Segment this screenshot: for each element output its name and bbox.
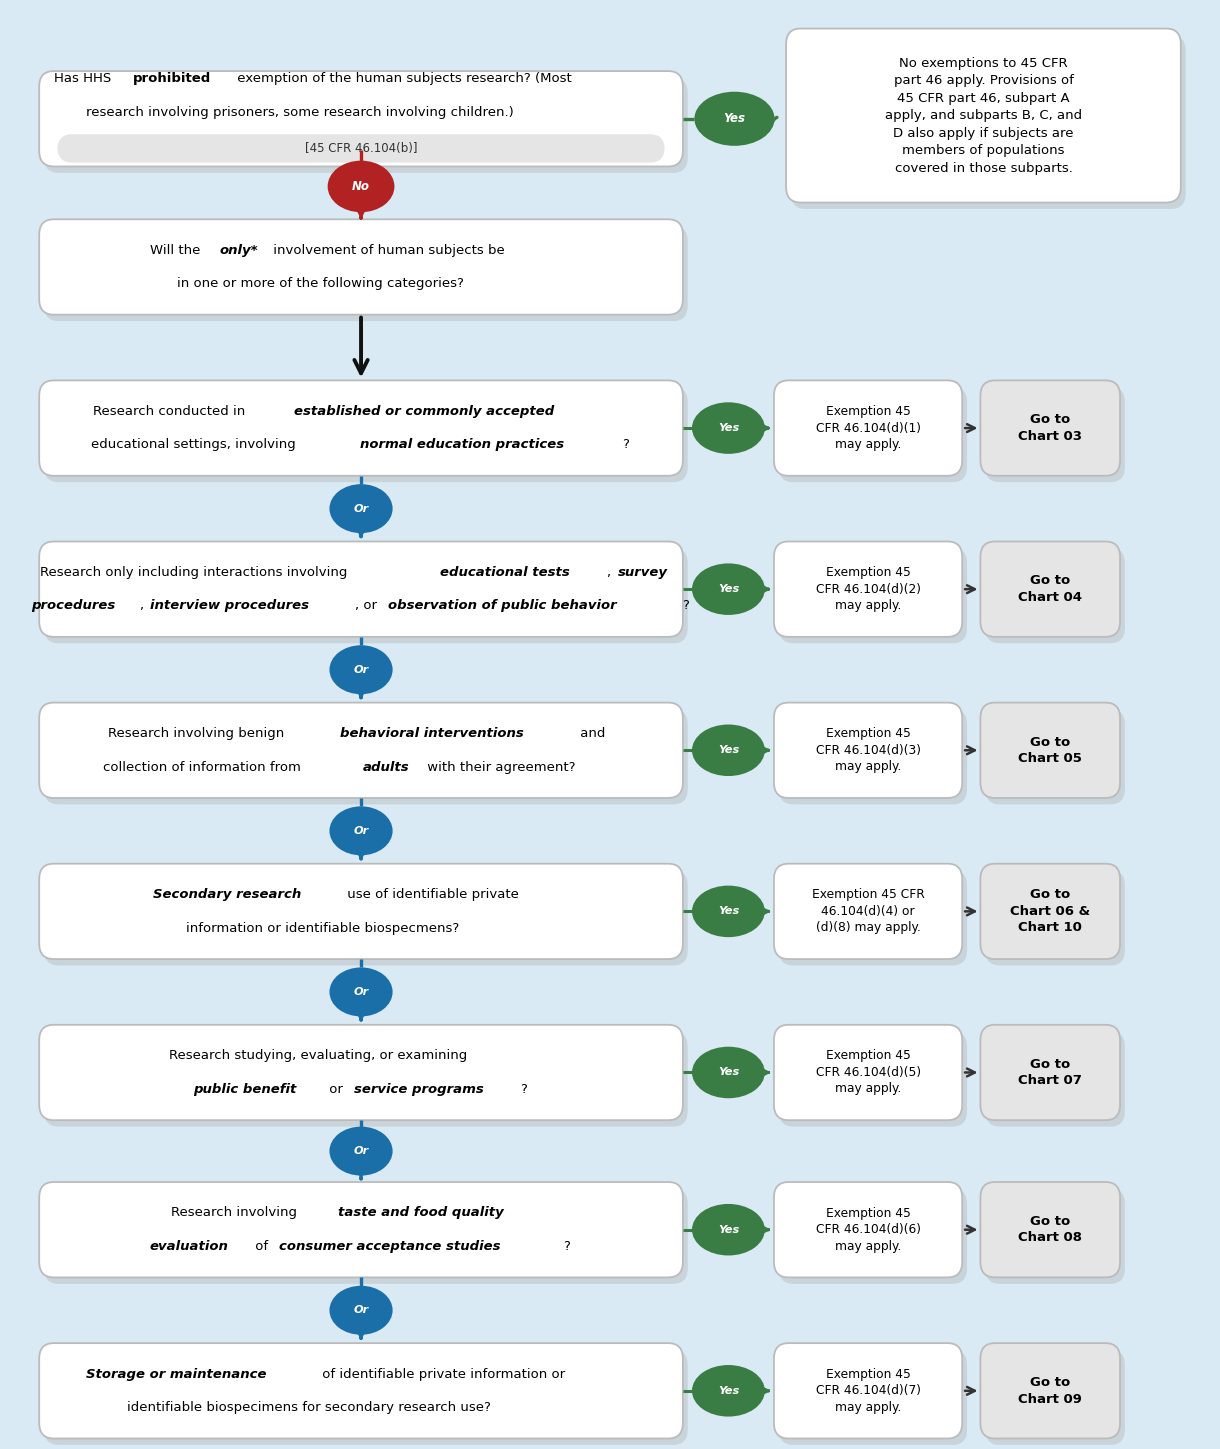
Text: research involving prisoners, some research involving children.): research involving prisoners, some resea… [87,106,514,119]
Text: Yes: Yes [717,907,739,916]
Ellipse shape [692,724,765,777]
Text: procedures: procedures [32,600,116,613]
Text: Exemption 45 CFR
46.104(d)(4) or
(d)(8) may apply.: Exemption 45 CFR 46.104(d)(4) or (d)(8) … [811,888,925,935]
Text: Or: Or [354,665,368,675]
FancyBboxPatch shape [773,1343,963,1439]
Text: educational settings, involving: educational settings, involving [92,439,300,451]
Text: ?: ? [564,1240,570,1253]
Text: Or: Or [354,1146,368,1156]
FancyBboxPatch shape [773,542,963,638]
FancyBboxPatch shape [44,709,688,804]
Text: Go to
Chart 05: Go to Chart 05 [1019,736,1082,765]
Text: No exemptions to 45 CFR
part 46 apply. Provisions of
45 CFR part 46, subpart A
a: No exemptions to 45 CFR part 46 apply. P… [884,57,1082,174]
FancyBboxPatch shape [778,548,967,643]
FancyBboxPatch shape [981,703,1120,798]
Text: [45 CFR 46.104(b)]: [45 CFR 46.104(b)] [305,142,417,155]
Text: Or: Or [354,504,368,513]
Text: of: of [251,1240,273,1253]
Text: Yes: Yes [717,745,739,755]
Text: interview procedures: interview procedures [150,600,310,613]
Text: Research studying, evaluating, or examining: Research studying, evaluating, or examin… [170,1049,467,1062]
FancyBboxPatch shape [986,1349,1125,1445]
FancyBboxPatch shape [39,1182,683,1278]
Text: Has HHS: Has HHS [54,72,115,85]
FancyBboxPatch shape [773,703,963,798]
Text: ?: ? [521,1082,527,1095]
Text: ,: , [139,600,148,613]
Text: service programs: service programs [354,1082,483,1095]
Text: Exemption 45
CFR 46.104(d)(7)
may apply.: Exemption 45 CFR 46.104(d)(7) may apply. [815,1368,921,1414]
FancyBboxPatch shape [773,1024,963,1120]
FancyBboxPatch shape [773,381,963,475]
Text: Or: Or [354,987,368,997]
FancyBboxPatch shape [773,1182,963,1278]
FancyBboxPatch shape [39,542,683,638]
FancyBboxPatch shape [44,387,688,483]
Text: prohibited: prohibited [133,72,211,85]
FancyBboxPatch shape [986,548,1125,643]
Text: Exemption 45
CFR 46.104(d)(2)
may apply.: Exemption 45 CFR 46.104(d)(2) may apply. [815,567,921,611]
FancyBboxPatch shape [986,709,1125,804]
Text: Go to
Chart 09: Go to Chart 09 [1019,1377,1082,1406]
Text: , or: , or [355,600,381,613]
Text: educational tests: educational tests [440,567,570,580]
Text: and: and [576,727,605,740]
Ellipse shape [329,484,393,533]
FancyBboxPatch shape [39,71,683,167]
FancyBboxPatch shape [44,1032,688,1127]
FancyBboxPatch shape [791,35,1186,209]
Text: Exemption 45
CFR 46.104(d)(1)
may apply.: Exemption 45 CFR 46.104(d)(1) may apply. [815,406,921,451]
Text: Research involving benign: Research involving benign [109,727,289,740]
Text: Research conducted in: Research conducted in [94,404,250,417]
FancyBboxPatch shape [981,1024,1120,1120]
FancyBboxPatch shape [778,387,967,483]
Text: Go to
Chart 07: Go to Chart 07 [1019,1058,1082,1087]
Text: Research involving: Research involving [171,1207,301,1220]
FancyBboxPatch shape [778,709,967,804]
Text: survey: survey [617,567,667,580]
FancyBboxPatch shape [778,871,967,965]
Text: or: or [326,1082,348,1095]
Text: ?: ? [622,439,628,451]
Ellipse shape [692,403,765,454]
FancyBboxPatch shape [39,703,683,798]
Text: Go to
Chart 04: Go to Chart 04 [1019,574,1082,604]
Text: with their agreement?: with their agreement? [423,761,576,774]
FancyBboxPatch shape [981,1182,1120,1278]
Ellipse shape [692,564,765,614]
Text: Research only including interactions involving: Research only including interactions inv… [40,567,351,580]
Text: information or identifiable biospecmens?: information or identifiable biospecmens? [185,922,459,935]
Text: behavioral interventions: behavioral interventions [340,727,523,740]
Ellipse shape [329,1285,393,1335]
Text: Will the: Will the [150,243,205,256]
Ellipse shape [692,1365,765,1417]
Text: collection of information from: collection of information from [104,761,305,774]
Text: Secondary research: Secondary research [152,888,301,901]
Text: Yes: Yes [717,1068,739,1078]
Text: Exemption 45
CFR 46.104(d)(3)
may apply.: Exemption 45 CFR 46.104(d)(3) may apply. [815,727,921,774]
FancyBboxPatch shape [981,542,1120,638]
FancyBboxPatch shape [39,219,683,314]
Ellipse shape [692,1204,765,1255]
FancyBboxPatch shape [786,29,1181,203]
Ellipse shape [328,161,394,212]
FancyBboxPatch shape [57,135,665,162]
Text: in one or more of the following categories?: in one or more of the following categori… [177,277,464,290]
FancyBboxPatch shape [773,864,963,959]
FancyBboxPatch shape [778,1032,967,1127]
Text: identifiable biospecimens for secondary research use?: identifiable biospecimens for secondary … [127,1401,492,1414]
FancyBboxPatch shape [39,864,683,959]
FancyBboxPatch shape [44,548,688,643]
Text: ,: , [608,567,615,580]
FancyBboxPatch shape [981,381,1120,475]
Text: Yes: Yes [717,423,739,433]
FancyBboxPatch shape [39,381,683,475]
FancyBboxPatch shape [981,864,1120,959]
Text: Go to
Chart 03: Go to Chart 03 [1019,413,1082,443]
FancyBboxPatch shape [986,1188,1125,1284]
FancyBboxPatch shape [778,1188,967,1284]
FancyBboxPatch shape [981,1343,1120,1439]
Text: consumer acceptance studies: consumer acceptance studies [278,1240,500,1253]
Ellipse shape [692,885,765,938]
Text: use of identifiable private: use of identifiable private [343,888,520,901]
